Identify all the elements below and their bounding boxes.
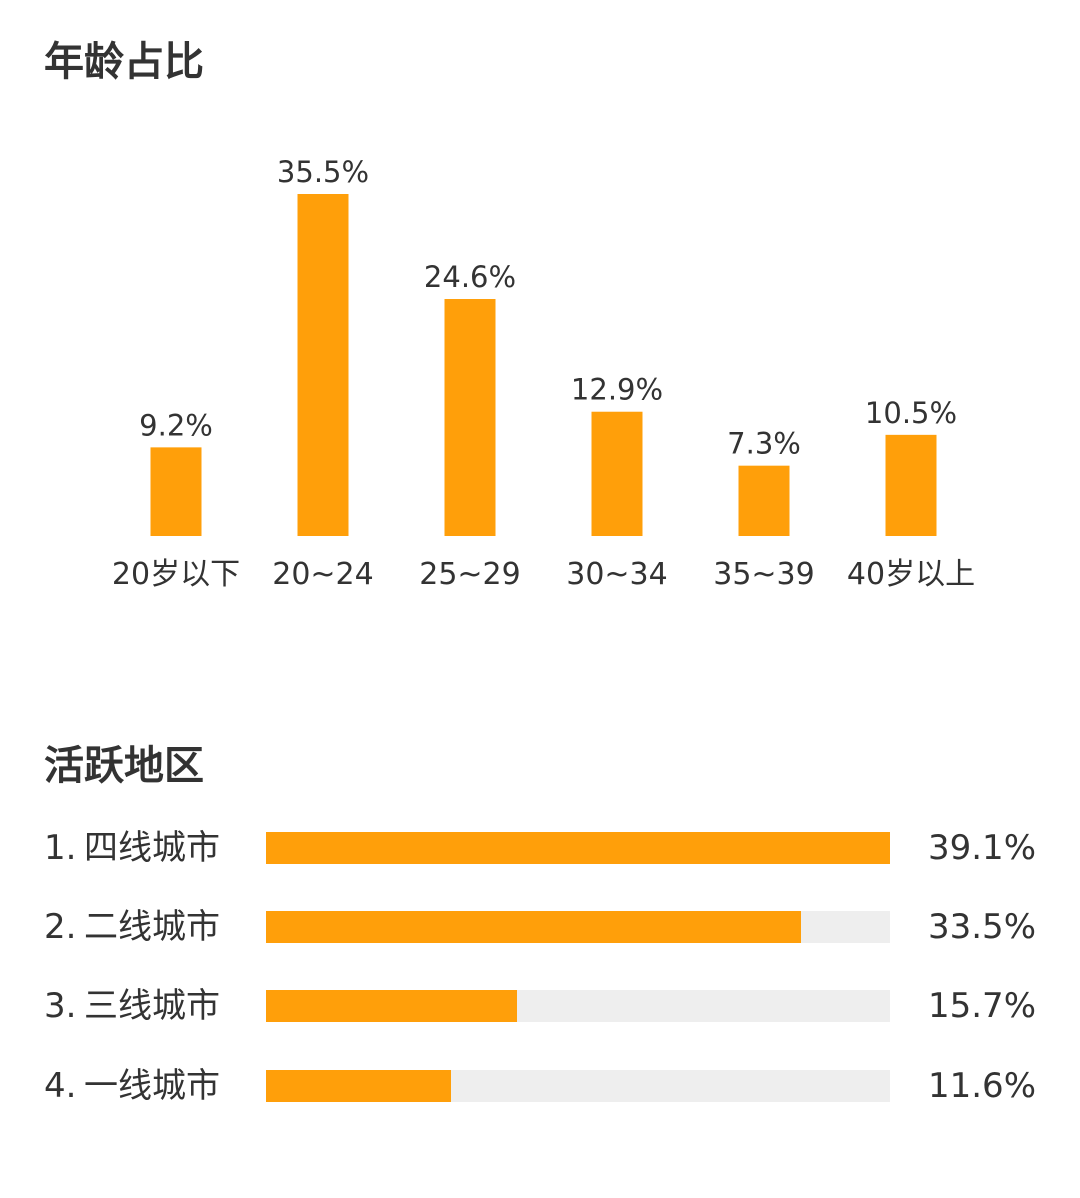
region-bar-track bbox=[266, 832, 890, 864]
region-bar-track bbox=[266, 911, 890, 943]
region-bar-track bbox=[266, 990, 890, 1022]
age-bar-5 bbox=[738, 465, 790, 536]
age-bar-value-label: 24.6% bbox=[424, 260, 516, 294]
region-name: 四线城市 bbox=[84, 828, 220, 868]
region-name: 一线城市 bbox=[84, 1066, 220, 1106]
region-rank: 4. bbox=[44, 1066, 77, 1106]
region-rank: 1. bbox=[44, 828, 77, 868]
region-bar-track bbox=[266, 1070, 890, 1102]
age-bar-6 bbox=[885, 434, 937, 536]
age-bar-3 bbox=[444, 299, 496, 536]
age-bar-value-label: 10.5% bbox=[865, 396, 957, 430]
region-value-label: 39.1% bbox=[927, 828, 1036, 868]
age-bar-value-label: 7.3% bbox=[727, 427, 801, 461]
region-bar-fill bbox=[266, 1070, 452, 1102]
region-row: 1. 四线城市 39.1% bbox=[0, 818, 1080, 878]
age-bar-value-label: 12.9% bbox=[571, 373, 663, 407]
region-rank: 2. bbox=[44, 907, 77, 947]
region-bar-fill bbox=[266, 990, 517, 1022]
region-row: 3. 三线城市 15.7% bbox=[0, 976, 1080, 1036]
region-bar-fill bbox=[266, 832, 890, 864]
region-value-label: 33.5% bbox=[927, 907, 1036, 947]
region-chart-title: 活跃地区 bbox=[44, 743, 204, 789]
age-bar-value-label: 35.5% bbox=[277, 155, 369, 189]
age-chart-title: 年龄占比 bbox=[44, 39, 204, 85]
age-bar-chart: 9.2% 20岁以下 35.5% 20~24 24.6% 25~29 12.9% 30~34 7… bbox=[112, 155, 975, 592]
age-category-label: 25~29 bbox=[419, 557, 520, 592]
region-bar-fill bbox=[266, 911, 801, 943]
region-name: 三线城市 bbox=[84, 986, 220, 1026]
region-value-label: 11.6% bbox=[927, 1066, 1036, 1106]
age-bar-value-label: 9.2% bbox=[139, 408, 213, 442]
region-row: 2. 二线城市 33.5% bbox=[0, 897, 1080, 957]
region-rank: 3. bbox=[44, 986, 77, 1026]
age-category-label: 30~34 bbox=[566, 557, 667, 592]
age-bar-1 bbox=[150, 447, 202, 536]
age-category-label: 40岁以上 bbox=[847, 557, 975, 592]
region-name: 二线城市 bbox=[84, 907, 220, 947]
age-category-label: 35~39 bbox=[713, 557, 814, 592]
region-row: 4. 一线城市 11.6% bbox=[0, 1056, 1080, 1116]
age-bar-4 bbox=[591, 411, 643, 536]
age-category-label: 20岁以下 bbox=[112, 557, 240, 592]
age-bar-2 bbox=[297, 194, 349, 536]
region-value-label: 15.7% bbox=[927, 986, 1036, 1026]
age-category-label: 20~24 bbox=[272, 557, 373, 592]
